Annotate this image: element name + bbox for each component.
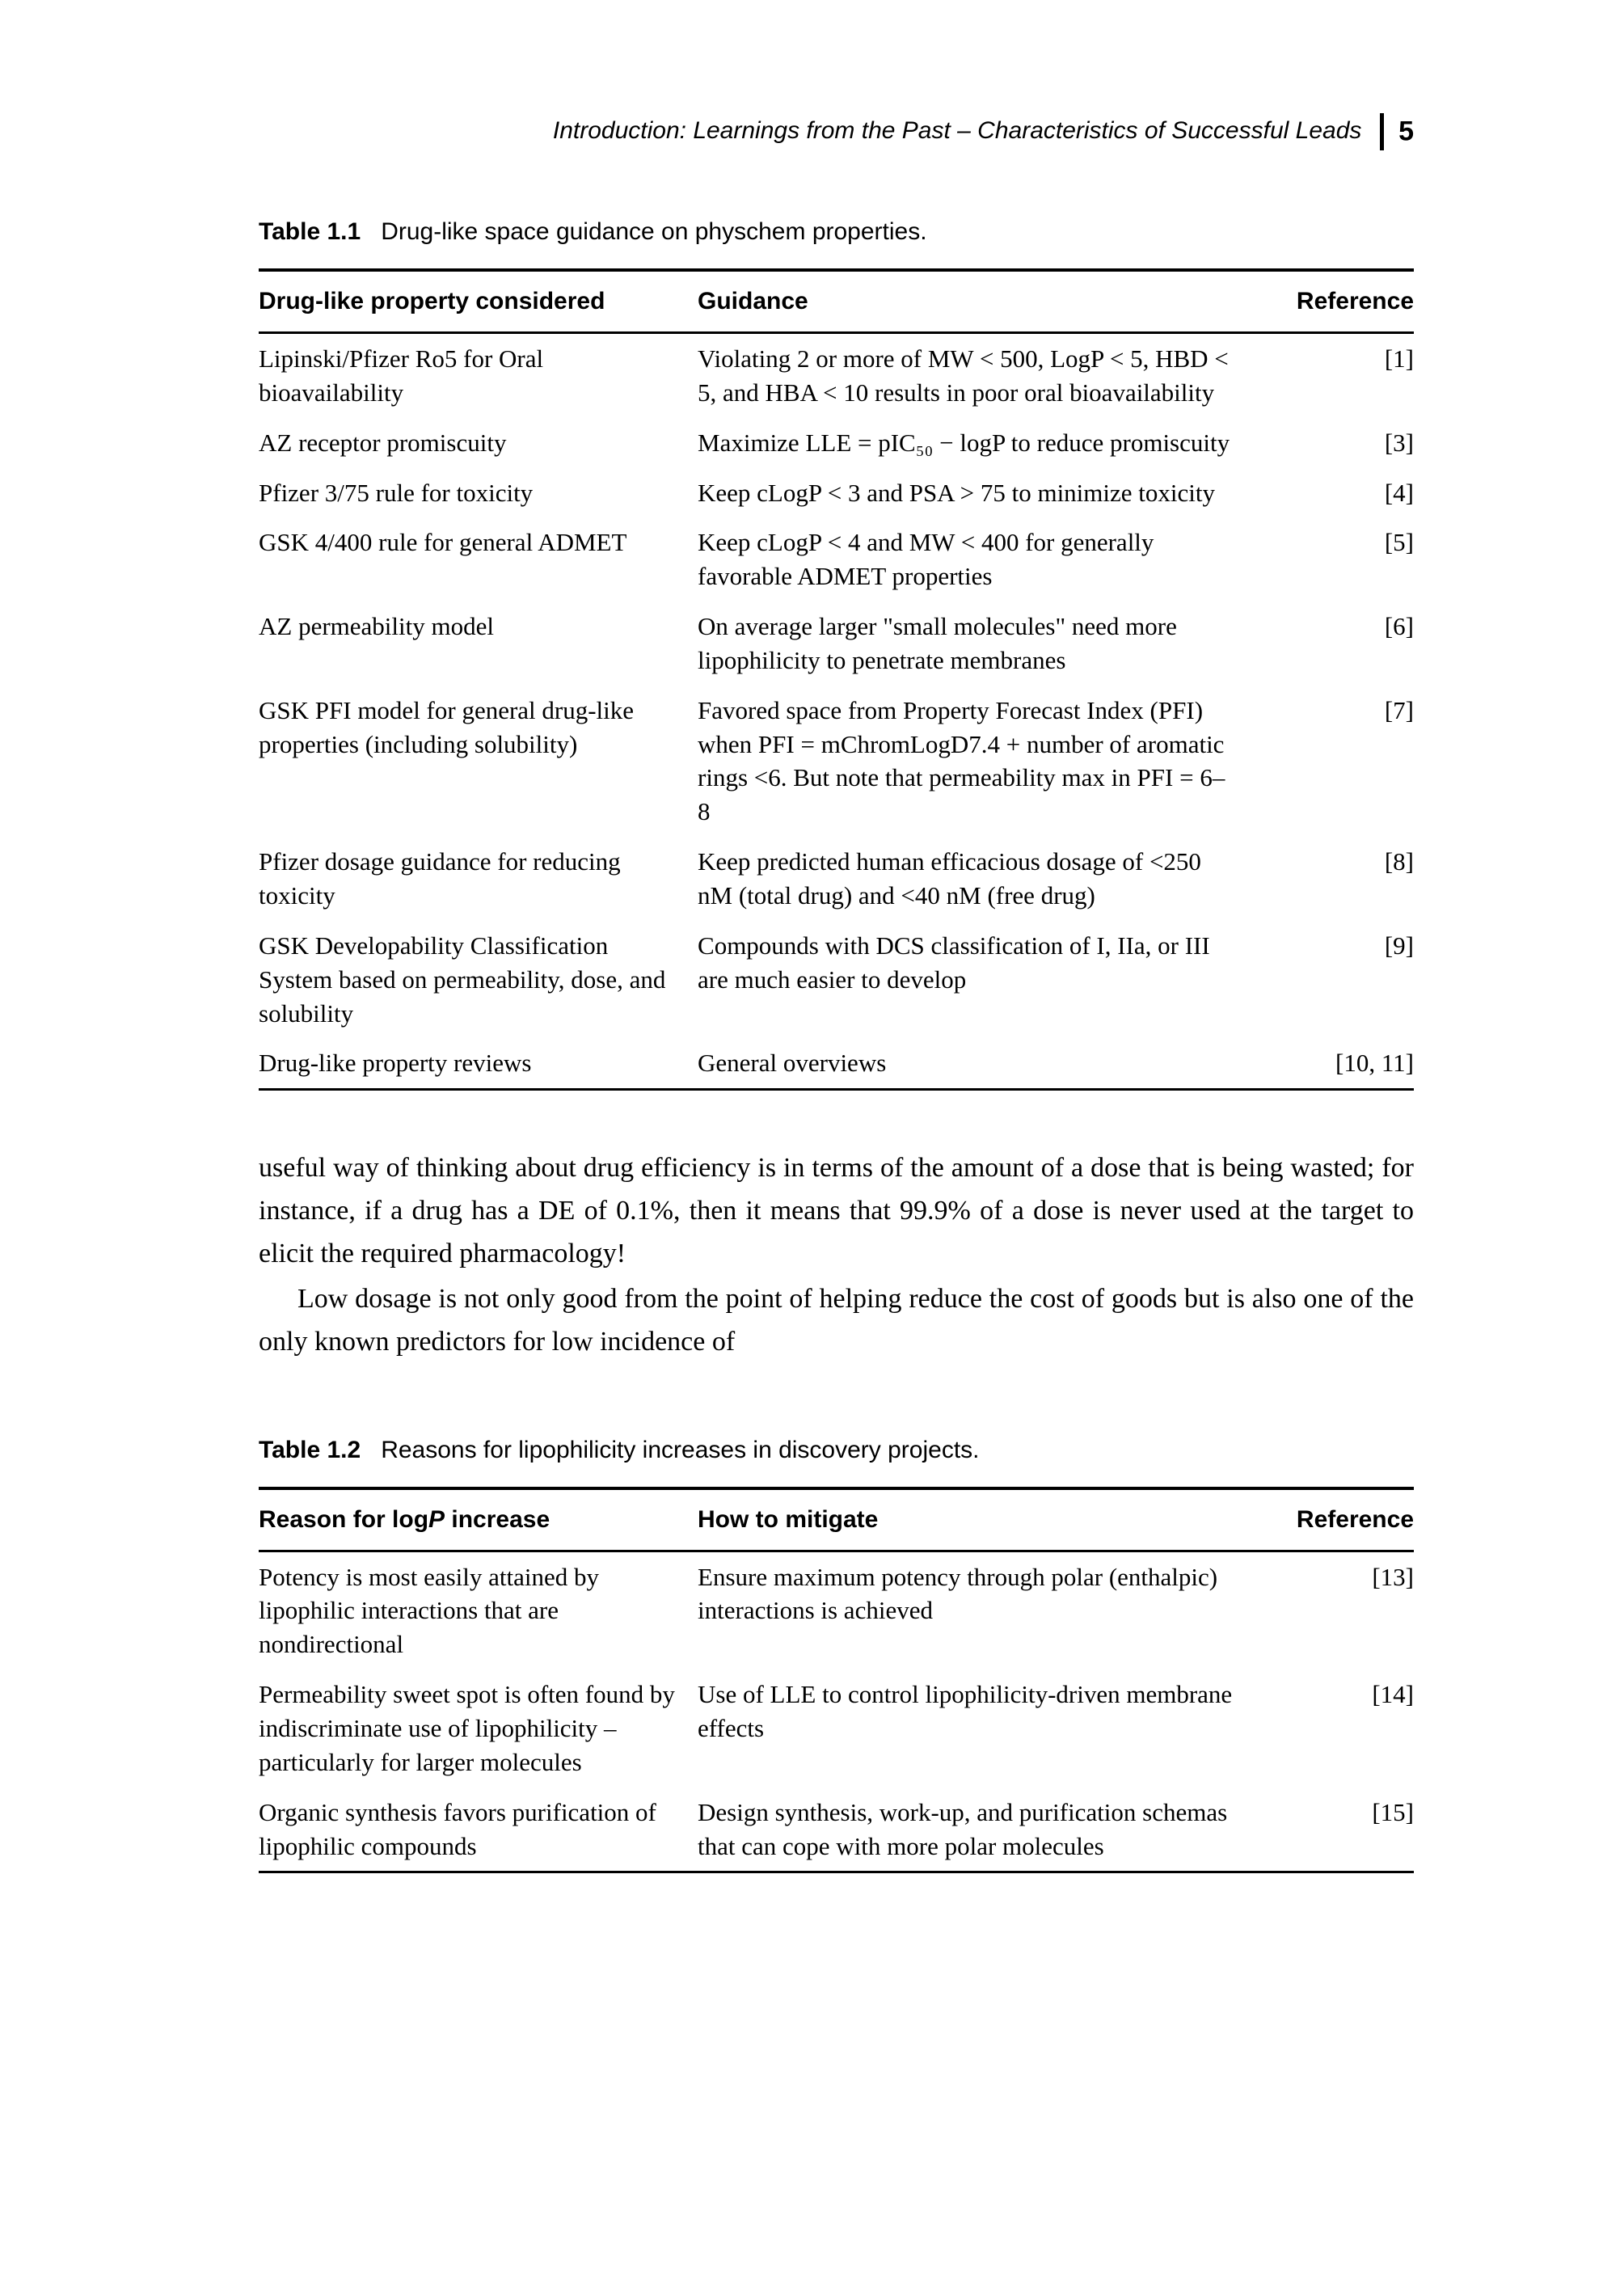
cell: [9] (1252, 921, 1414, 1039)
table1-caption-label: Table 1.1 (259, 218, 361, 245)
t2c0-part1: Reason for logP increase (259, 1506, 550, 1533)
cell: Maximize LLE = pIC₅₀ − logP to reduce pr… (698, 418, 1252, 468)
table-row: GSK Developability Classification System… (259, 921, 1414, 1039)
cell: Favored space from Property Forecast Ind… (698, 686, 1252, 837)
table1-col0: Drug-like property considered (259, 270, 698, 333)
cell: AZ receptor promiscuity (259, 418, 698, 468)
table1-caption-text: Drug-like space guidance on physchem pro… (381, 218, 926, 245)
table2-caption-label: Table 1.2 (259, 1437, 361, 1463)
paragraph: Low dosage is not only good from the poi… (259, 1278, 1414, 1363)
running-header: Introduction: Learnings from the Past – … (553, 113, 1414, 150)
cell: [1] (1252, 333, 1414, 418)
table-row: Organic synthesis favors purification of… (259, 1788, 1414, 1872)
table1-header-row: Drug-like property considered Guidance R… (259, 270, 1414, 333)
table1: Drug-like property considered Guidance R… (259, 268, 1414, 1091)
table1-col1: Guidance (698, 270, 1252, 333)
table2-caption-text: Reasons for lipophilicity increases in d… (381, 1437, 979, 1463)
body-text: useful way of thinking about drug effici… (259, 1147, 1414, 1363)
cell: Use of LLE to control lipophilicity-driv… (698, 1669, 1252, 1788)
table1-col2: Reference (1252, 270, 1414, 333)
table-row: GSK 4/400 rule for general ADMET Keep cL… (259, 517, 1414, 601)
table2: Reason for logP increase How to mitigate… (259, 1487, 1414, 1874)
cell: [4] (1252, 468, 1414, 518)
paragraph: useful way of thinking about drug effici… (259, 1147, 1414, 1275)
page-number: 5 (1398, 116, 1414, 147)
header-title: Introduction: Learnings from the Past – … (553, 117, 1362, 144)
table-row: Drug-like property reviews General overv… (259, 1038, 1414, 1089)
cell: [7] (1252, 686, 1414, 837)
table2-col0: Reason for logP increase (259, 1488, 698, 1551)
cell: General overviews (698, 1038, 1252, 1089)
table-row: Pfizer dosage guidance for reducing toxi… (259, 837, 1414, 921)
table-row: Lipinski/Pfizer Ro5 for Oral bioavailabi… (259, 333, 1414, 418)
table-row: Pfizer 3/75 rule for toxicity Keep cLogP… (259, 468, 1414, 518)
cell: Pfizer 3/75 rule for toxicity (259, 468, 698, 518)
cell: [10, 11] (1252, 1038, 1414, 1089)
cell: [14] (1252, 1669, 1414, 1788)
cell: [15] (1252, 1788, 1414, 1872)
cell: [3] (1252, 418, 1414, 468)
cell: AZ permeability model (259, 601, 698, 686)
cell: On average larger "small molecules" need… (698, 601, 1252, 686)
cell: Design synthesis, work-up, and purificat… (698, 1788, 1252, 1872)
cell: [5] (1252, 517, 1414, 601)
cell: Keep cLogP < 4 and MW < 400 for generall… (698, 517, 1252, 601)
table2-col1: How to mitigate (698, 1488, 1252, 1551)
cell: Ensure maximum potency through polar (en… (698, 1551, 1252, 1669)
table2-header-row: Reason for logP increase How to mitigate… (259, 1488, 1414, 1551)
cell: Drug-like property reviews (259, 1038, 698, 1089)
table2-caption: Table 1.2 Reasons for lipophilicity incr… (259, 1437, 1414, 1464)
table-row: Permeability sweet spot is often found b… (259, 1669, 1414, 1788)
cell: GSK PFI model for general drug-like prop… (259, 686, 698, 837)
cell: GSK 4/400 rule for general ADMET (259, 517, 698, 601)
cell: Organic synthesis favors purification of… (259, 1788, 698, 1872)
cell: Violating 2 or more of MW < 500, LogP < … (698, 333, 1252, 418)
header-divider (1380, 113, 1384, 150)
cell: Potency is most easily attained by lipop… (259, 1551, 698, 1669)
cell: Keep cLogP < 3 and PSA > 75 to minimize … (698, 468, 1252, 518)
cell: Permeability sweet spot is often found b… (259, 1669, 698, 1788)
cell: Pfizer dosage guidance for reducing toxi… (259, 837, 698, 921)
table-row: Potency is most easily attained by lipop… (259, 1551, 1414, 1669)
cell: GSK Developability Classification System… (259, 921, 698, 1039)
table-row: AZ receptor promiscuity Maximize LLE = p… (259, 418, 1414, 468)
cell: [8] (1252, 837, 1414, 921)
cell: Lipinski/Pfizer Ro5 for Oral bioavailabi… (259, 333, 698, 418)
table2-col2: Reference (1252, 1488, 1414, 1551)
cell: Compounds with DCS classification of I, … (698, 921, 1252, 1039)
table-row: AZ permeability model On average larger … (259, 601, 1414, 686)
cell: Keep predicted human efficacious dosage … (698, 837, 1252, 921)
table1-caption: Table 1.1 Drug-like space guidance on ph… (259, 218, 1414, 246)
cell: [6] (1252, 601, 1414, 686)
table-row: GSK PFI model for general drug-like prop… (259, 686, 1414, 837)
cell: [13] (1252, 1551, 1414, 1669)
page: Introduction: Learnings from the Past – … (0, 0, 1624, 2292)
